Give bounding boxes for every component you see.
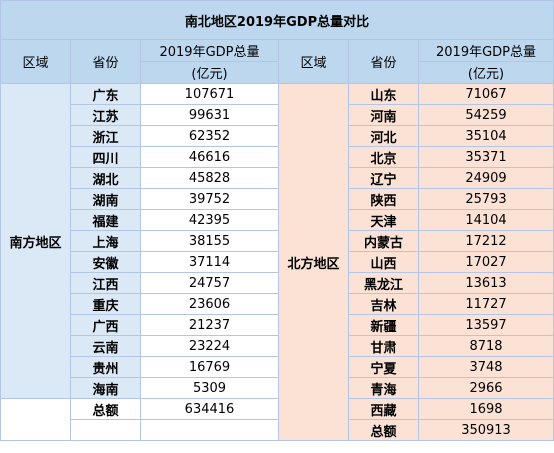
table-row: 云南 23224 甘肃 8718	[1, 335, 554, 357]
south-gdp-value: 16769	[140, 356, 279, 378]
north-gdp-value: 14104	[417, 209, 554, 231]
header-gdp-south-line2: (亿元)	[140, 61, 279, 84]
table-row: 海南 5309 青海 2966	[1, 377, 554, 399]
table-row: 总额 634416 西藏 1698	[0, 398, 554, 441]
north-province: 河北	[348, 125, 419, 147]
table-row: 福建 42395 天津 14104	[1, 209, 554, 231]
south-gdp-value: 21237	[140, 314, 279, 336]
north-province: 辽宁	[348, 167, 419, 189]
table-row: 总额 350913	[1, 419, 554, 441]
north-province: 新疆	[348, 314, 419, 336]
north-gdp-value: 1698	[417, 398, 554, 420]
header-gdp-south-line1: 2019年GDP总量	[140, 39, 279, 62]
south-region-label: 南方地区	[0, 83, 71, 399]
south-province: 广西	[70, 314, 141, 336]
north-province: 青海	[348, 377, 419, 399]
header-region-north: 区域	[278, 39, 349, 84]
table-title: 南北地区2019年GDP总量对比	[0, 0, 554, 40]
table-row: 江苏 99631 河南 54259	[1, 104, 554, 126]
north-gdp-value: 25793	[417, 188, 554, 210]
north-total-value: 350913	[417, 419, 554, 441]
north-gdp-value: 35371	[417, 146, 554, 168]
south-gdp-value: 5309	[140, 377, 279, 399]
north-gdp-value: 11727	[417, 293, 554, 315]
north-gdp-value: 13597	[417, 314, 554, 336]
north-province: 宁夏	[348, 356, 419, 378]
south-gdp-value: 38155	[140, 230, 279, 252]
south-empty-cell	[70, 419, 141, 441]
south-gdp-value: 46616	[140, 146, 279, 168]
south-gdp-value: 99631	[140, 104, 279, 126]
south-gdp-value: 45828	[140, 167, 279, 189]
table-row: 浙江 62352 河北 35104	[1, 125, 554, 147]
north-gdp-value: 3748	[417, 356, 554, 378]
south-region-blank	[0, 398, 71, 441]
south-province: 上海	[70, 230, 141, 252]
table-row: 安徽 37114 山西 17027	[1, 251, 554, 273]
north-gdp-value: 13613	[417, 272, 554, 294]
north-province: 吉林	[348, 293, 419, 315]
header-gdp-north-line2: (亿元)	[417, 61, 554, 84]
south-total-value: 634416	[140, 398, 279, 420]
north-province: 甘肃	[348, 335, 419, 357]
header-province-south: 省份	[70, 39, 141, 84]
north-gdp-value: 8718	[417, 335, 554, 357]
north-province: 山西	[348, 251, 419, 273]
south-gdp-value: 37114	[140, 251, 279, 273]
table-row: 湖北 45828 辽宁 24909	[1, 167, 554, 189]
north-gdp-value: 17212	[417, 230, 554, 252]
north-gdp-value: 35104	[417, 125, 554, 147]
gdp-table: 南北地区2019年GDP总量对比 区域 省份 2019年GDP总量 区域 省份 …	[0, 0, 554, 441]
south-gdp-value: 42395	[140, 209, 279, 231]
north-province: 陕西	[348, 188, 419, 210]
south-gdp-value: 24757	[140, 272, 279, 294]
table-row: 贵州 16769 宁夏 3748	[1, 356, 554, 378]
south-gdp-value: 23606	[140, 293, 279, 315]
south-province: 海南	[70, 377, 141, 399]
south-province: 湖北	[70, 167, 141, 189]
table-row: 上海 38155 内蒙古 17212	[1, 230, 554, 252]
header-region-south: 区域	[0, 39, 71, 84]
north-province: 天津	[348, 209, 419, 231]
south-province: 湖南	[70, 188, 141, 210]
south-province: 江苏	[70, 104, 141, 126]
north-province: 河南	[348, 104, 419, 126]
north-gdp-value: 71067	[417, 83, 554, 105]
north-gdp-value: 2966	[417, 377, 554, 399]
north-province: 内蒙古	[348, 230, 419, 252]
table-row: 湖南 39752 陕西 25793	[1, 188, 554, 210]
south-gdp-value: 107671	[140, 83, 279, 105]
north-province: 西藏	[348, 398, 419, 420]
north-province: 山东	[348, 83, 419, 105]
south-province: 安徽	[70, 251, 141, 273]
north-province: 北京	[348, 146, 419, 168]
south-province: 云南	[70, 335, 141, 357]
north-province: 黑龙江	[348, 272, 419, 294]
north-gdp-value: 24909	[417, 167, 554, 189]
north-region-label: 北方地区	[278, 83, 349, 441]
south-province: 浙江	[70, 125, 141, 147]
south-province: 四川	[70, 146, 141, 168]
south-gdp-value: 62352	[140, 125, 279, 147]
table-row: 南方地区 广东 107671 北方地区 山东 71067	[0, 83, 554, 441]
south-gdp-value: 23224	[140, 335, 279, 357]
header-province-north: 省份	[348, 39, 419, 84]
header-gdp-north-line1: 2019年GDP总量	[417, 39, 554, 62]
south-province: 重庆	[70, 293, 141, 315]
table-row: 江西 24757 黑龙江 13613	[1, 272, 554, 294]
south-province: 贵州	[70, 356, 141, 378]
north-gdp-value: 54259	[417, 104, 554, 126]
north-total-label: 总额	[348, 419, 419, 441]
south-province: 广东	[70, 83, 141, 105]
table-row: 四川 46616 北京 35371	[1, 146, 554, 168]
south-province: 江西	[70, 272, 141, 294]
south-province: 福建	[70, 209, 141, 231]
south-total-label: 总额	[70, 398, 141, 420]
table-row: 重庆 23606 吉林 11727	[1, 293, 554, 315]
north-gdp-value: 17027	[417, 251, 554, 273]
table-row: 广西 21237 新疆 13597	[1, 314, 554, 336]
south-empty-cell	[140, 419, 279, 441]
south-gdp-value: 39752	[140, 188, 279, 210]
